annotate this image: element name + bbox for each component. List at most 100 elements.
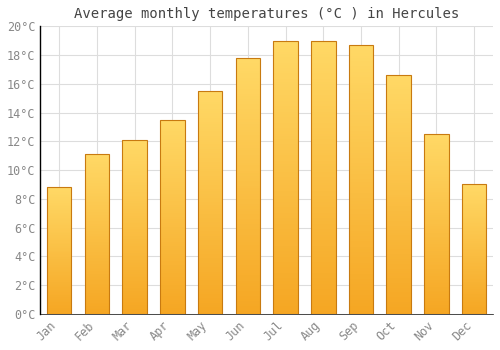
Bar bbox=[274, 95, 298, 98]
Bar bbox=[348, 220, 374, 223]
Bar bbox=[198, 289, 222, 292]
Bar bbox=[386, 202, 411, 204]
Bar bbox=[386, 78, 411, 80]
Bar bbox=[386, 304, 411, 307]
Bar bbox=[122, 194, 147, 196]
Bar bbox=[462, 229, 486, 230]
Bar bbox=[424, 201, 448, 202]
Bar bbox=[236, 204, 260, 206]
Bar bbox=[274, 306, 298, 308]
Bar bbox=[198, 100, 222, 102]
Bar bbox=[236, 166, 260, 168]
Bar bbox=[311, 251, 336, 254]
Bar bbox=[198, 104, 222, 107]
Bar bbox=[386, 309, 411, 312]
Bar bbox=[122, 196, 147, 197]
Bar bbox=[311, 218, 336, 221]
Bar bbox=[386, 292, 411, 295]
Bar bbox=[462, 184, 486, 314]
Bar bbox=[160, 176, 184, 178]
Bar bbox=[462, 206, 486, 208]
Bar bbox=[84, 170, 109, 172]
Bar bbox=[424, 271, 448, 273]
Bar bbox=[274, 224, 298, 226]
Bar bbox=[84, 269, 109, 271]
Bar bbox=[424, 143, 448, 145]
Bar bbox=[274, 120, 298, 122]
Bar bbox=[311, 46, 336, 49]
Bar bbox=[198, 214, 222, 216]
Bar bbox=[47, 243, 72, 244]
Bar bbox=[47, 305, 72, 306]
Bar bbox=[160, 306, 184, 308]
Bar bbox=[122, 262, 147, 264]
Bar bbox=[160, 164, 184, 166]
Bar bbox=[348, 112, 374, 115]
Bar bbox=[462, 290, 486, 292]
Bar bbox=[462, 245, 486, 247]
Bar bbox=[198, 301, 222, 303]
Bar bbox=[348, 298, 374, 300]
Bar bbox=[311, 166, 336, 169]
Bar bbox=[47, 209, 72, 210]
Bar bbox=[84, 201, 109, 202]
Bar bbox=[311, 142, 336, 145]
Bar bbox=[424, 208, 448, 210]
Bar bbox=[236, 265, 260, 268]
Bar bbox=[160, 267, 184, 269]
Bar bbox=[311, 60, 336, 63]
Bar bbox=[462, 297, 486, 298]
Bar bbox=[236, 119, 260, 122]
Bar bbox=[274, 232, 298, 234]
Bar bbox=[122, 253, 147, 255]
Bar bbox=[424, 202, 448, 204]
Bar bbox=[462, 306, 486, 307]
Bar bbox=[386, 99, 411, 102]
Bar bbox=[47, 257, 72, 258]
Bar bbox=[236, 68, 260, 71]
Bar bbox=[198, 149, 222, 151]
Bar bbox=[311, 188, 336, 191]
Bar bbox=[424, 280, 448, 281]
Bar bbox=[198, 274, 222, 276]
Bar bbox=[462, 223, 486, 225]
Bar bbox=[160, 285, 184, 287]
Bar bbox=[311, 95, 336, 98]
Bar bbox=[198, 107, 222, 109]
Bar bbox=[386, 82, 411, 85]
Bar bbox=[236, 301, 260, 304]
Bar bbox=[84, 156, 109, 158]
Bar bbox=[236, 309, 260, 312]
Bar bbox=[236, 211, 260, 214]
Bar bbox=[311, 101, 336, 104]
Bar bbox=[274, 51, 298, 54]
Bar bbox=[462, 219, 486, 221]
Bar bbox=[274, 278, 298, 281]
Bar bbox=[122, 225, 147, 227]
Bar bbox=[311, 112, 336, 114]
Bar bbox=[47, 304, 72, 305]
Bar bbox=[386, 252, 411, 254]
Bar bbox=[348, 236, 374, 239]
Bar bbox=[348, 284, 374, 287]
Bar bbox=[462, 199, 486, 200]
Bar bbox=[84, 261, 109, 263]
Bar bbox=[274, 147, 298, 150]
Bar bbox=[274, 177, 298, 180]
Bar bbox=[236, 312, 260, 314]
Bar bbox=[47, 218, 72, 219]
Bar bbox=[424, 292, 448, 294]
Bar bbox=[122, 303, 147, 305]
Bar bbox=[348, 77, 374, 80]
Bar bbox=[462, 284, 486, 285]
Bar bbox=[198, 142, 222, 145]
Bar bbox=[47, 266, 72, 267]
Bar bbox=[274, 221, 298, 224]
Bar bbox=[47, 240, 72, 242]
Bar bbox=[311, 257, 336, 259]
Bar bbox=[198, 96, 222, 98]
Bar bbox=[236, 65, 260, 68]
Bar bbox=[236, 102, 260, 104]
Bar bbox=[274, 267, 298, 270]
Bar bbox=[122, 248, 147, 250]
